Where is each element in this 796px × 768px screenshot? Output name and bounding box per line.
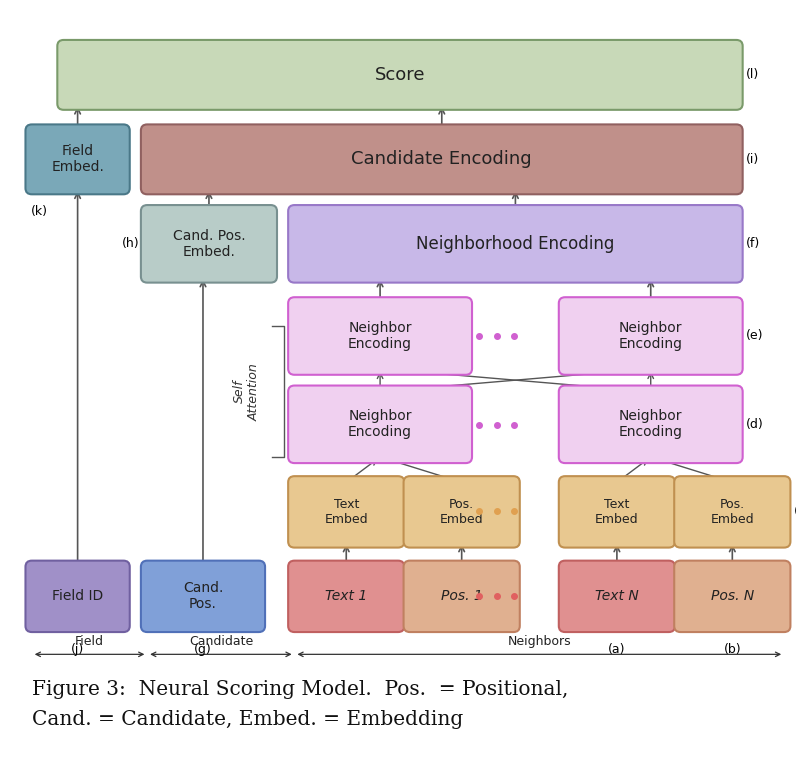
Text: Cand. = Candidate, Embed. = Embedding: Cand. = Candidate, Embed. = Embedding [32,710,463,730]
Text: Score: Score [375,66,425,84]
FancyBboxPatch shape [25,124,130,194]
Text: (d): (d) [746,418,763,431]
Text: Neighbor
Encoding: Neighbor Encoding [618,321,683,351]
FancyBboxPatch shape [404,476,520,548]
FancyBboxPatch shape [141,561,265,632]
Text: (j): (j) [71,643,84,656]
Text: Field ID: Field ID [52,589,103,604]
Text: Pos. 1: Pos. 1 [441,589,482,604]
Text: (g): (g) [194,643,212,656]
Text: Text
Embed: Text Embed [595,498,638,526]
Text: Field
Embed.: Field Embed. [51,144,104,174]
Text: Neighbor
Encoding: Neighbor Encoding [348,321,412,351]
Text: (c): (c) [794,505,796,518]
Text: (i): (i) [746,153,759,166]
Text: Cand. Pos.
Embed.: Cand. Pos. Embed. [173,229,245,259]
Text: (f): (f) [746,237,760,250]
Text: Candidate: Candidate [189,635,253,648]
Text: Text N: Text N [595,589,638,604]
Text: Neighbor
Encoding: Neighbor Encoding [618,409,683,439]
Text: Neighbor
Encoding: Neighbor Encoding [348,409,412,439]
Text: (k): (k) [31,205,49,218]
Text: Figure 3:  Neural Scoring Model.  Pos.  = Positional,: Figure 3: Neural Scoring Model. Pos. = P… [32,680,568,699]
Text: Neighbors: Neighbors [508,635,571,648]
FancyBboxPatch shape [674,476,790,548]
Text: Field: Field [75,635,104,648]
FancyBboxPatch shape [559,297,743,375]
FancyBboxPatch shape [404,561,520,632]
Text: (b): (b) [724,643,741,656]
FancyBboxPatch shape [288,205,743,283]
Text: (a): (a) [608,643,626,656]
FancyBboxPatch shape [559,386,743,463]
Text: Pos. N: Pos. N [711,589,754,604]
Text: (e): (e) [746,329,763,343]
FancyBboxPatch shape [57,40,743,110]
Text: Text 1: Text 1 [325,589,368,604]
FancyBboxPatch shape [674,561,790,632]
FancyBboxPatch shape [559,561,675,632]
Text: Text
Embed: Text Embed [325,498,368,526]
FancyBboxPatch shape [559,476,675,548]
Text: (l): (l) [746,68,759,81]
FancyBboxPatch shape [25,561,130,632]
FancyBboxPatch shape [288,476,404,548]
Text: Neighborhood Encoding: Neighborhood Encoding [416,235,615,253]
Text: Pos.
Embed: Pos. Embed [711,498,754,526]
Text: Cand.
Pos.: Cand. Pos. [183,581,223,611]
Text: (h): (h) [122,237,139,250]
Text: Self
Attention: Self Attention [232,362,261,421]
Text: Pos.
Embed: Pos. Embed [440,498,483,526]
FancyBboxPatch shape [288,561,404,632]
FancyBboxPatch shape [288,386,472,463]
FancyBboxPatch shape [141,205,277,283]
FancyBboxPatch shape [141,124,743,194]
Text: Candidate Encoding: Candidate Encoding [352,151,532,168]
FancyBboxPatch shape [288,297,472,375]
